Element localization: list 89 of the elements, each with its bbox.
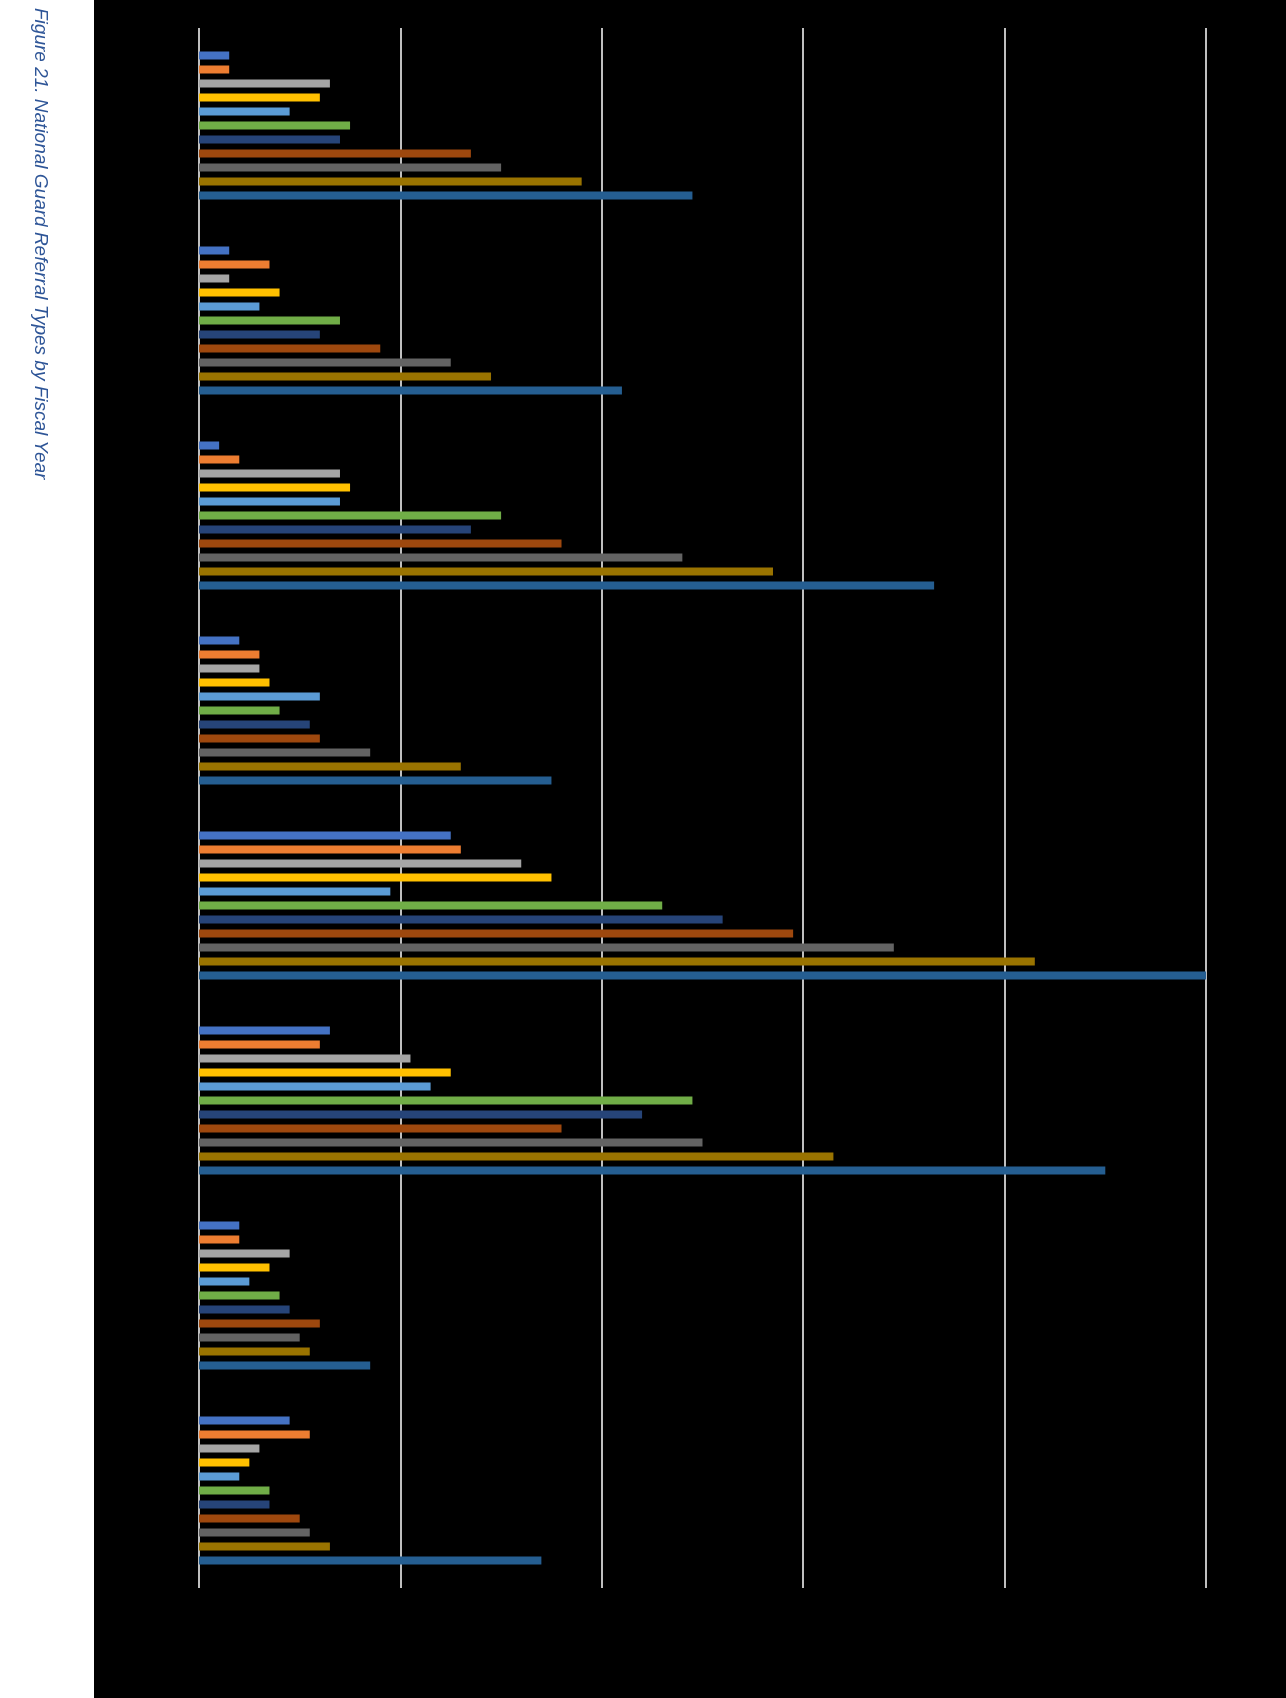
bar — [199, 567, 773, 576]
bar — [199, 1249, 290, 1258]
bar — [199, 845, 461, 854]
bar — [199, 664, 260, 673]
bar — [199, 1152, 834, 1161]
bar — [199, 455, 240, 464]
bar — [199, 1166, 1106, 1175]
bar — [199, 441, 220, 450]
bar — [199, 1556, 542, 1565]
bar — [199, 1486, 270, 1495]
bar — [199, 1263, 270, 1272]
bar — [199, 483, 351, 492]
bar — [199, 636, 240, 645]
bar — [199, 135, 340, 144]
bar — [199, 1347, 310, 1356]
bar — [199, 288, 280, 297]
bar — [199, 1235, 240, 1244]
bar — [199, 859, 522, 868]
bar — [199, 525, 471, 534]
bar — [199, 274, 230, 283]
bar — [199, 1542, 330, 1551]
bar — [199, 107, 290, 116]
bar — [199, 1333, 300, 1342]
bar — [199, 191, 693, 200]
bar — [199, 762, 461, 771]
bar — [199, 1040, 320, 1049]
bar — [199, 929, 794, 938]
bar — [199, 149, 471, 158]
bar — [199, 831, 451, 840]
bar — [199, 246, 230, 255]
bar — [199, 51, 230, 60]
bar — [199, 887, 391, 896]
bar — [199, 957, 1035, 966]
bar — [199, 386, 622, 395]
bar — [199, 1319, 320, 1328]
bar — [199, 553, 683, 562]
bar — [199, 316, 340, 325]
bar — [199, 539, 562, 548]
bar — [199, 469, 340, 478]
bar — [199, 1291, 280, 1300]
bar — [199, 1458, 250, 1467]
bar — [199, 971, 1206, 980]
bar — [199, 79, 330, 88]
bar — [199, 1124, 562, 1133]
bar — [199, 511, 502, 520]
bar — [199, 1138, 703, 1147]
bar — [199, 1528, 310, 1537]
bar — [199, 121, 351, 130]
bar — [199, 1444, 260, 1453]
bar — [199, 748, 371, 757]
bar — [199, 873, 552, 882]
bar — [199, 372, 492, 381]
bar — [199, 1277, 250, 1286]
bar — [199, 943, 894, 952]
bar — [199, 1054, 411, 1063]
bar — [199, 1068, 451, 1077]
bar — [199, 734, 320, 743]
bar — [199, 330, 320, 339]
bar — [199, 1305, 290, 1314]
bar — [199, 163, 502, 172]
bar — [199, 344, 381, 353]
bar — [199, 1221, 240, 1230]
bar — [199, 1082, 431, 1091]
bar — [199, 915, 723, 924]
bar — [199, 776, 552, 785]
bar — [199, 93, 320, 102]
bar — [199, 1361, 371, 1370]
bar — [199, 1472, 240, 1481]
bar — [199, 497, 340, 506]
bar — [199, 358, 451, 367]
bar — [199, 1430, 310, 1439]
bar — [199, 720, 310, 729]
bar — [199, 260, 270, 269]
bar — [199, 1416, 290, 1425]
bar — [199, 177, 582, 186]
bar — [199, 65, 230, 74]
bar — [199, 1110, 643, 1119]
text: Figure 21. National Guard Referral Types by Fiscal Year — [30, 8, 52, 480]
bar — [199, 706, 280, 715]
bar — [199, 901, 663, 910]
bar — [199, 302, 260, 311]
bar — [199, 1026, 330, 1035]
bar — [199, 650, 260, 659]
bar — [199, 1096, 693, 1105]
bar — [199, 678, 270, 687]
bar — [199, 581, 935, 590]
bar — [199, 1500, 270, 1509]
bar — [199, 692, 320, 701]
bar — [199, 1514, 300, 1523]
